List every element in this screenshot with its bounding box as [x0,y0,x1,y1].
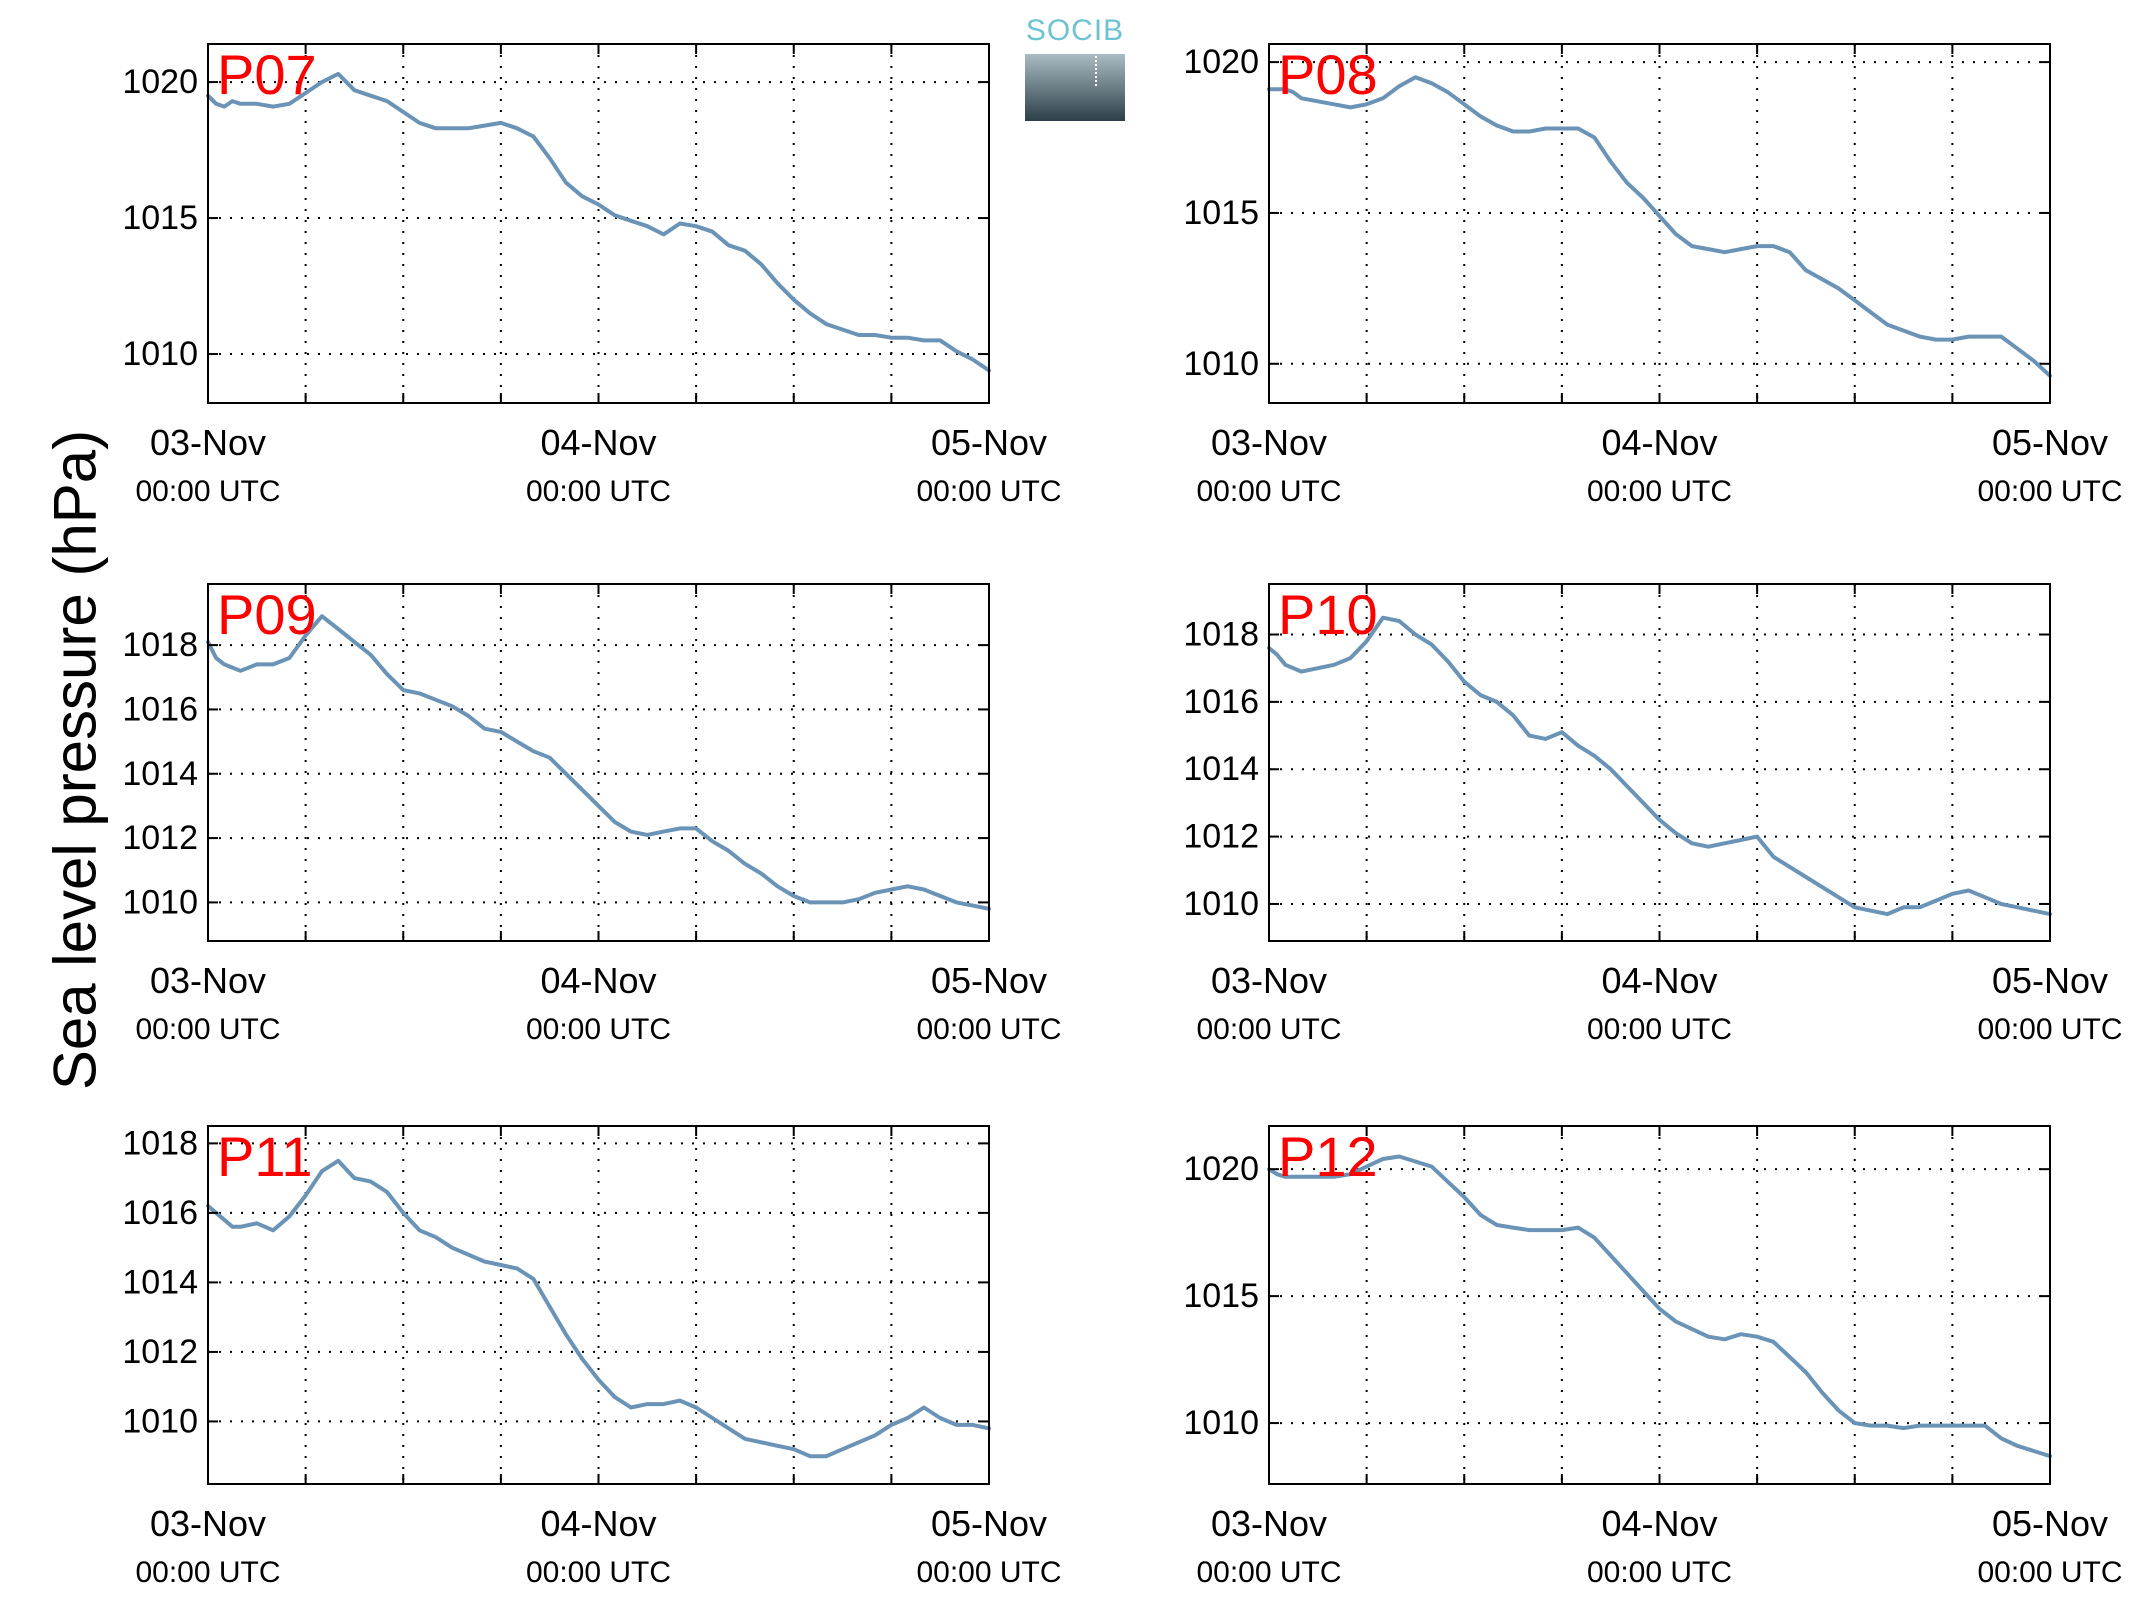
y-tick-label: 1010 [122,883,198,921]
x-tick-label-date: 04-Nov [1601,422,1717,463]
y-axis-label-text: Sea level pressure (hPa) [41,429,109,1091]
x-tick-label-time: 00:00 UTC [526,1013,671,1046]
panel-p08: 1010 1015 1020 03-Nov 00:00 UTC 04-Nov 00:00 U… [1183,43,2123,508]
y-tick-label: 1012 [122,819,198,857]
y-tick-label: 1020 [1183,43,1259,81]
y-tick-label: 1018 [1183,616,1259,654]
x-tick-label-date: 05-Nov [931,1503,1047,1544]
station-label: P07 [217,43,317,106]
station-label: P08 [1278,43,1378,106]
x-tick-label-time: 00:00 UTC [1977,1013,2122,1046]
y-tick-label: 1014 [1183,750,1259,788]
x-tick-label-date: 03-Nov [150,960,266,1001]
x-tick-label-time: 00:00 UTC [1587,475,1732,508]
y-tick-label: 1014 [122,1263,198,1301]
x-tick-label-date: 05-Nov [931,960,1047,1001]
x-tick-label-date: 04-Nov [540,960,656,1001]
x-tick-label-date: 04-Nov [540,1503,656,1544]
y-tick-label: 1018 [122,1124,198,1162]
y-tick-label: 1016 [122,690,198,728]
x-tick-label-time: 00:00 UTC [1977,475,2122,508]
axes-frame [207,43,990,404]
axes-frame [207,583,990,942]
x-tick-label-time: 00:00 UTC [1587,1556,1732,1589]
station-label: P11 [217,1125,312,1188]
y-tick-label: 1016 [1183,683,1259,721]
pressure-series-line [206,71,991,373]
logo-block [1025,54,1125,121]
y-tick-label: 1010 [122,1402,198,1440]
x-tick-label-time: 00:00 UTC [135,475,280,508]
x-tick-label-time: 00:00 UTC [526,475,671,508]
x-tick-label-time: 00:00 UTC [1196,475,1341,508]
y-tick-label: 1010 [1183,1404,1259,1442]
x-tick-label-date: 05-Nov [1992,960,2108,1001]
x-tick-label-time: 00:00 UTC [526,1556,671,1589]
y-tick-label: 1010 [1183,885,1259,923]
y-tick-label: 1014 [122,755,198,793]
y-tick-label: 1015 [122,199,198,237]
x-tick-label-date: 03-Nov [1211,422,1327,463]
y-tick-label: 1016 [122,1194,198,1232]
y-tick-label: 1010 [122,335,198,373]
x-tick-label-time: 00:00 UTC [135,1556,280,1589]
x-tick-label-date: 04-Nov [540,422,656,463]
x-tick-label-date: 05-Nov [1992,1503,2108,1544]
station-label: P10 [1278,583,1378,646]
x-tick-label-date: 03-Nov [150,1503,266,1544]
x-tick-label-time: 00:00 UTC [1977,1556,2122,1589]
panel-p09: 1010 1012 1014 1016 1018 03-Nov 00:00 UTC 04-No… [122,583,1062,1046]
x-tick-label-time: 00:00 UTC [916,1556,1061,1589]
x-tick-label-date: 03-Nov [1211,1503,1327,1544]
x-tick-label-time: 00:00 UTC [1196,1556,1341,1589]
x-tick-label-time: 00:00 UTC [135,1013,280,1046]
station-label: P09 [217,583,317,646]
y-tick-label: 1012 [122,1333,198,1371]
socib-logo: SOCIB [1025,14,1125,121]
y-tick-label: 1020 [1183,1150,1259,1188]
y-tick-label: 1015 [1183,1277,1259,1315]
x-tick-label-date: 05-Nov [931,422,1047,463]
pressure-series-line [1267,75,2052,378]
x-tick-label-date: 03-Nov [150,422,266,463]
panel-p10: 1010 1012 1014 1016 1018 03-Nov 00:00 UTC 04-No… [1183,583,2123,1046]
x-tick-label-date: 05-Nov [1992,422,2108,463]
y-tick-label: 1020 [122,63,198,101]
panel-p11: 1010 1012 1014 1016 1018 03-Nov 00:00 UTC 04-No… [122,1124,1061,1589]
x-tick-label-time: 00:00 UTC [1587,1013,1732,1046]
pressure-series-line [1267,615,2052,917]
pressure-series-line [1267,1154,2052,1459]
x-tick-label-date: 04-Nov [1601,1503,1717,1544]
pressure-series-line [206,614,991,911]
logo-mast [1095,56,1097,86]
axes-frame [1268,1125,2051,1485]
y-tick-label: 1015 [1183,194,1259,232]
axes-frame [207,1125,990,1485]
y-tick-label: 1018 [122,626,198,664]
x-tick-label-date: 03-Nov [1211,960,1327,1001]
axes-frame [1268,583,2051,942]
x-tick-label-time: 00:00 UTC [916,475,1061,508]
y-tick-label: 1010 [1183,345,1259,383]
logo-text: SOCIB [1025,14,1125,47]
y-tick-label: 1012 [1183,818,1259,856]
panel-p07: 1010 1015 1020 03-Nov 00:00 UTC 04-Nov 00:00 U… [122,43,1062,508]
station-label: P12 [1278,1125,1378,1188]
pressure-series-line [206,1158,991,1459]
x-tick-label-time: 00:00 UTC [916,1013,1061,1046]
x-tick-label-time: 00:00 UTC [1196,1013,1341,1046]
x-tick-label-date: 04-Nov [1601,960,1717,1001]
panel-p12: 1010 1015 1020 03-Nov 00:00 UTC 04-Nov 00:00 U… [1183,1125,2123,1589]
